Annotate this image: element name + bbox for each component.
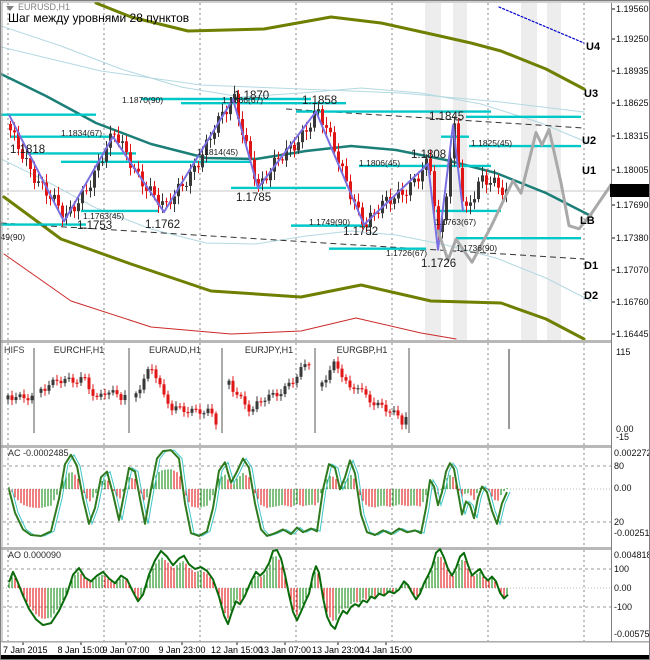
svg-text:-0.002518: -0.002518 [614,528,650,538]
svg-text:1.18005: 1.18005 [616,165,649,175]
svg-text:D2: D2 [584,290,598,302]
svg-text:-0.005758: -0.005758 [614,629,650,639]
svg-text:1.1834(67): 1.1834(67) [61,128,102,138]
svg-text:1.18935: 1.18935 [616,66,649,76]
svg-text:0.00: 0.00 [614,483,632,493]
swing-labels: 1.1870(90) 1.1866(67) 1.1834(67) 1.1814(45)… [1,41,601,302]
ao-pane: 0.004818 100 0.00 -100 -0.005758 [3,548,650,639]
svg-text:1.1763(45): 1.1763(45) [83,211,124,221]
subcharts-pane: EURCHF,H1 EURAUD,H1 EURJPY,H1 EURGBP,H1 115 0… [6,345,634,442]
svg-text:1.16445: 1.16445 [616,329,649,339]
svg-text:1.17380: 1.17380 [616,233,649,243]
svg-text:9 Jan 07:00: 9 Jan 07:00 [102,645,149,655]
svg-text:1.16760: 1.16760 [616,297,649,307]
svg-text:1.1749(90): 1.1749(90) [1,232,25,242]
svg-text:1.1866(67): 1.1866(67) [222,95,263,105]
symbol-dropdown-icon[interactable] [6,6,14,11]
svg-text:1.1752: 1.1752 [343,226,378,238]
svg-text:1.1814(45): 1.1814(45) [197,147,238,157]
svg-text:1.1870: 1.1870 [234,90,269,102]
support-resistance-levels [1,97,581,250]
ac-pane: 0.002272 80 0.00 20-0.002518 [3,448,650,538]
svg-text:0.002272: 0.002272 [614,448,650,458]
svg-text:0.00: 0.00 [616,424,634,434]
chart-subtitle: Шаг между уровнями 28 пунктов [8,11,190,25]
svg-text:1.1845: 1.1845 [429,111,464,123]
svg-text:14 Jan 15:00: 14 Jan 15:00 [360,645,412,655]
svg-text:1.1726(67): 1.1726(67) [386,248,427,258]
svg-text:80: 80 [614,461,624,471]
svg-text:U1: U1 [582,165,596,177]
svg-text:1.1806(45): 1.1806(45) [359,158,400,168]
svg-text:100: 100 [614,564,629,574]
svg-text:EURAUD,H1: EURAUD,H1 [149,345,201,355]
svg-text:EURJPY,H1: EURJPY,H1 [245,345,293,355]
svg-text:1.1825(45): 1.1825(45) [471,138,512,148]
svg-text:U3: U3 [584,88,598,100]
svg-text:8 Jan 15:00: 8 Jan 15:00 [57,645,104,655]
svg-text:13 Jan 07:00: 13 Jan 07:00 [259,645,311,655]
svg-text:1.1753: 1.1753 [77,220,112,232]
svg-text:1.1763(67): 1.1763(67) [435,217,476,227]
svg-text:1.1870(90): 1.1870(90) [122,95,163,105]
forecast-line [436,127,613,264]
time-axis[interactable]: 7 Jan 2015 8 Jan 15:009 Jan 07:00 9 Jan 23… [3,642,412,655]
svg-text:7 Jan 2015: 7 Jan 2015 [3,645,48,655]
svg-text:0.004818: 0.004818 [614,550,650,560]
svg-text:1.1785: 1.1785 [236,192,271,204]
svg-text:1.19250: 1.19250 [616,34,649,44]
svg-text:EURCHF,H1: EURCHF,H1 [54,345,105,355]
price-axis[interactable]: 1.19560 1.19250 1.18935 1.18625 1.18315 1.180… [610,4,650,339]
svg-text:1.17070: 1.17070 [616,265,649,275]
window-bottom-bar [1,655,649,659]
svg-text:1.19560: 1.19560 [616,4,649,14]
svg-text:1.18625: 1.18625 [616,98,649,108]
chart-frame [1,1,649,643]
ac-indicator-label: AC -0.0002485 [8,448,69,458]
dashed-trendlines [1,108,585,260]
svg-text:9 Jan 23:00: 9 Jan 23:00 [158,645,205,655]
chart-title: EURUSD,H1 [18,2,71,12]
ao-indicator-label: AO 0.000090 [8,550,62,560]
svg-text:1.1858: 1.1858 [302,95,337,107]
svg-text:1.1808: 1.1808 [411,149,446,161]
svg-text:0.00: 0.00 [614,583,632,593]
svg-text:D1: D1 [584,260,598,272]
svg-text:115: 115 [616,347,630,357]
svg-text:1.1818: 1.1818 [10,144,45,156]
svg-text:12 Jan 15:00: 12 Jan 15:00 [211,645,263,655]
pane2-indicator-label: HIFS [4,345,25,355]
pane-separators [1,3,649,642]
svg-text:1.1749(90): 1.1749(90) [309,217,350,227]
svg-text:U4: U4 [586,41,601,53]
svg-text:LB: LB [580,215,595,227]
svg-text:1.17690: 1.17690 [616,200,649,210]
svg-text:1.1726: 1.1726 [421,258,456,270]
svg-text:1.18315: 1.18315 [616,131,649,141]
svg-text:EURGBP,H1: EURGBP,H1 [337,345,388,355]
svg-text:1.1762: 1.1762 [145,219,180,231]
svg-text:U2: U2 [582,135,596,147]
svg-text:13 Jan 23:00: 13 Jan 23:00 [312,645,364,655]
svg-text:-100: -100 [614,602,632,612]
indicator-bands [1,1,593,341]
svg-text:1.1736(90): 1.1736(90) [456,243,497,253]
grid-lines [7,3,585,641]
svg-text:-15: -15 [616,432,629,442]
zigzag-line [8,98,464,251]
svg-text:20: 20 [614,517,624,527]
